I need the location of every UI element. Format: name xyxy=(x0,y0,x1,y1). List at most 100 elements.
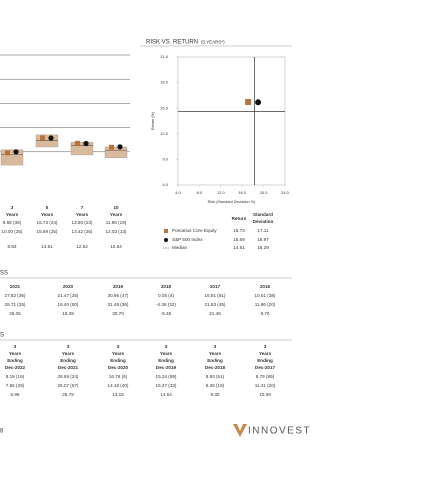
column-header: Ending xyxy=(257,358,273,363)
table-cell: 8.93 (51) xyxy=(206,374,225,379)
column-header: 2021 xyxy=(10,284,21,289)
table-cell: 8.30 xyxy=(211,392,220,397)
table-cell: 8.83 xyxy=(8,244,17,249)
table-cell: 15.27 (33) xyxy=(156,383,177,388)
plot-frame xyxy=(177,56,286,186)
table-cell: 30.96 (47) xyxy=(108,293,129,298)
logo: INNOVEST xyxy=(248,426,311,437)
column-header: Dec-2017 xyxy=(255,365,276,370)
period-number: 3 xyxy=(11,205,14,210)
table-cell: 10.00 (25) xyxy=(2,229,23,234)
table-cell: 8.19 (19) xyxy=(6,374,25,379)
x-axis-label: Risk (Standard Deviation %) xyxy=(208,200,256,204)
column-header: Dec-2020 xyxy=(108,365,129,370)
index-marker xyxy=(48,135,54,141)
table-cell: 26.07 (57) xyxy=(58,383,79,388)
column-header: 3 xyxy=(67,344,70,349)
table-cell: 28.71 (25) xyxy=(5,302,26,307)
fund-marker xyxy=(109,144,114,150)
risk-title: RISK VS. RETURN xyxy=(146,40,198,46)
table-cell: 14.61 xyxy=(41,244,53,249)
table-cell: 10.39 xyxy=(259,392,271,397)
index-marker xyxy=(13,149,19,155)
table-cell: 12.03 (13) xyxy=(106,229,127,234)
index-marker xyxy=(83,140,89,147)
x-tick-label: 20.0 xyxy=(260,190,269,195)
table-cell: 10.51 (38) xyxy=(255,293,276,298)
table-cell: 9.26 (19) xyxy=(206,383,225,388)
table-cell: 15.24 (89) xyxy=(156,374,177,379)
table-cell: 16.81 (91) xyxy=(205,293,226,298)
legend-header: Standard xyxy=(253,212,273,217)
table-cell: 12.52 xyxy=(76,244,88,249)
column-header: 3 xyxy=(14,344,17,349)
y-tick-label: 15.0 xyxy=(160,105,169,110)
column-header: Ending xyxy=(158,358,174,363)
column-header: Dec-2019 xyxy=(156,365,177,370)
table-cell: 0.05 (4) xyxy=(158,293,174,298)
point xyxy=(245,98,252,105)
table-cell: 27.82 (36) xyxy=(5,293,26,298)
table-cell: 11.86 (19) xyxy=(106,220,127,225)
y-axis-label: Return (%) xyxy=(151,111,155,130)
peer-range xyxy=(70,141,94,156)
column-header: 3 xyxy=(165,344,168,349)
table-cell: 14.54 xyxy=(160,392,172,397)
period-unit: Years xyxy=(110,212,123,217)
column-header: Years xyxy=(160,351,173,356)
table-cell: 14.18 (40) xyxy=(108,383,129,388)
table-cell: 11.96 (20) xyxy=(255,302,276,307)
column-header: 2019 xyxy=(113,284,124,289)
table-cell: 9.70 xyxy=(261,311,270,316)
table-cell: 8.79 (89) xyxy=(256,374,275,379)
y-tick-label: 9.0 xyxy=(162,156,168,161)
y-tick-label: 6.0 xyxy=(162,182,168,187)
section-title: S xyxy=(0,333,4,339)
risk-subtitle: (5 YEARS*) xyxy=(201,40,225,45)
legend-label: Median xyxy=(172,245,188,250)
table-cell: 21.47 (25) xyxy=(58,293,79,298)
fund-marker xyxy=(5,150,10,156)
table-cell: -4.38 (32) xyxy=(156,302,176,307)
table-cell: 25.79 xyxy=(62,392,74,397)
column-header: 3 xyxy=(117,344,120,349)
period-number: 10 xyxy=(113,205,119,210)
point xyxy=(255,99,262,106)
column-header: Ending xyxy=(110,358,126,363)
column-header: Ending xyxy=(60,358,76,363)
table-cell: 18.39 xyxy=(62,311,74,316)
table-cell: 15.73 (24) xyxy=(37,220,58,225)
fund-marker xyxy=(75,140,80,146)
index-marker xyxy=(117,144,123,150)
legend-std: 18.97 xyxy=(257,237,269,242)
column-header: Years xyxy=(62,351,75,356)
y-tick-label: 18.0 xyxy=(160,80,169,85)
section-title: SS xyxy=(0,271,8,277)
fund-marker xyxy=(40,135,45,141)
column-header: 2020 xyxy=(63,284,74,289)
table-cell: 31.49 (36) xyxy=(108,302,129,307)
column-header: 2017 xyxy=(210,284,221,289)
table-cell: 7.66 (29) xyxy=(6,383,25,388)
table-cell: 9.58 (38) xyxy=(3,220,22,225)
column-header: 2016 xyxy=(260,284,271,289)
period-number: 5 xyxy=(46,205,49,210)
period-unit: Years xyxy=(41,212,54,217)
x-tick-label: 12.0 xyxy=(217,190,226,195)
page-number: 8 xyxy=(0,429,4,435)
table-cell: 10.64 xyxy=(110,244,122,249)
column-header: Years xyxy=(259,351,272,356)
column-header: Dec-2021 xyxy=(58,365,79,370)
table-cell: 13.18 xyxy=(112,392,124,397)
legend-return: 15.73 xyxy=(233,228,245,233)
column-header: Dec-2022 xyxy=(5,365,26,370)
x-tick-label: 24.0 xyxy=(281,190,290,195)
period-unit: Years xyxy=(76,212,89,217)
peer-range xyxy=(104,146,128,159)
legend-marker xyxy=(164,238,168,242)
period-number: 7 xyxy=(81,205,84,210)
column-header: 2018 xyxy=(161,284,172,289)
table-cell: -5.45 xyxy=(161,311,172,316)
y-tick-label: 12.0 xyxy=(160,131,169,136)
